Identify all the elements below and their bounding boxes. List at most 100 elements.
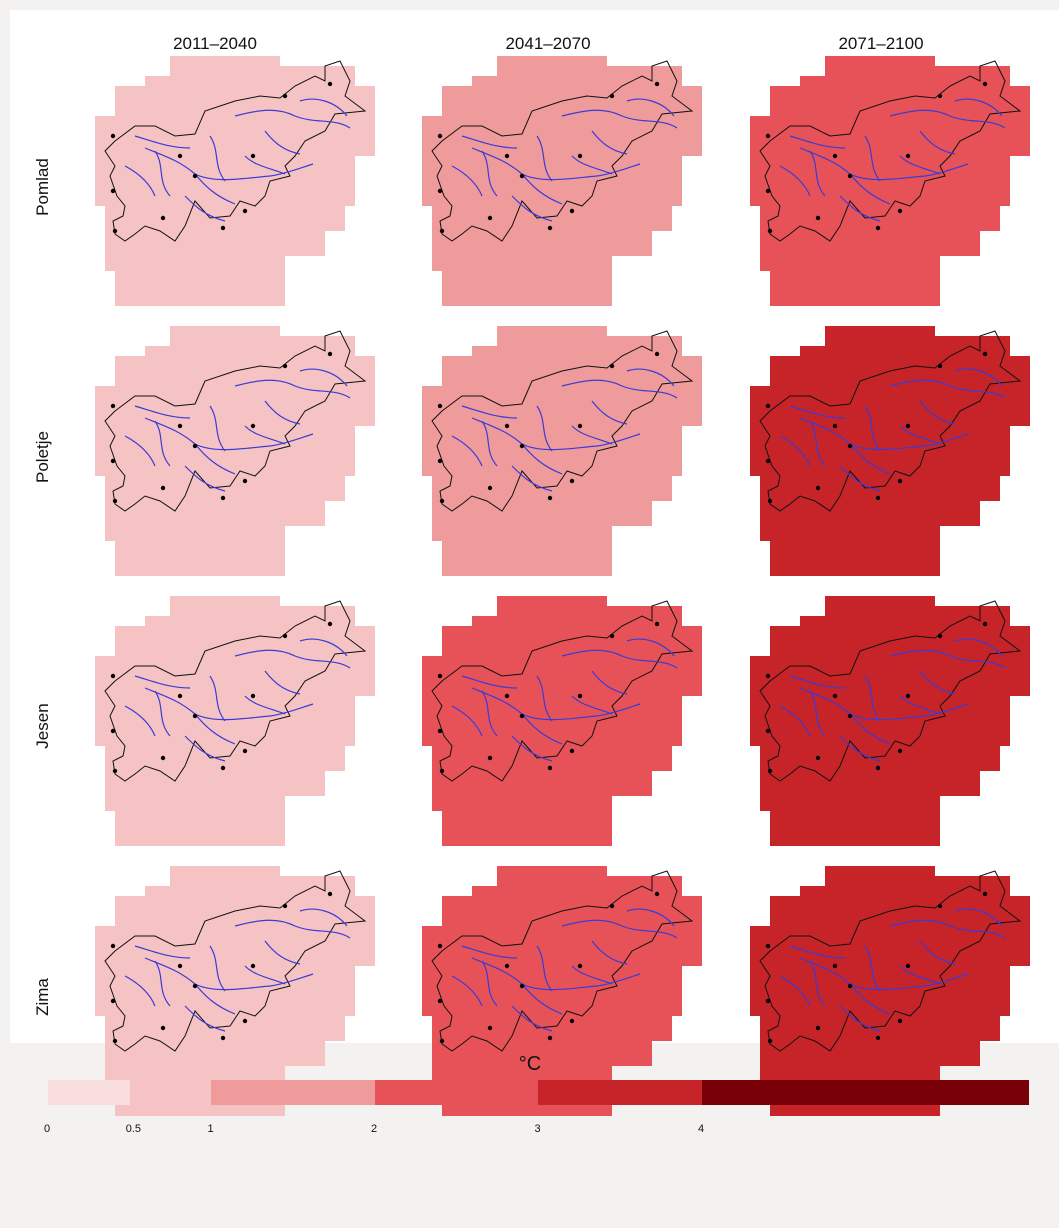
river	[789, 945, 846, 959]
station-dot	[250, 423, 256, 429]
row-label-poletje: Poletje	[33, 431, 52, 483]
river	[626, 98, 675, 117]
river	[461, 945, 518, 959]
map-pomlad-2	[422, 56, 702, 306]
station-dot	[937, 903, 943, 909]
river	[264, 400, 301, 425]
river	[626, 638, 675, 657]
river	[481, 150, 498, 197]
river	[954, 98, 1003, 117]
station-dot	[327, 351, 333, 357]
station-dot	[609, 903, 615, 909]
station-dot	[437, 458, 443, 464]
station-dot	[110, 673, 116, 679]
legend-tick-label: 3	[534, 1123, 541, 1135]
temperature-change-grid	[750, 866, 1030, 1116]
map-poletje-2	[422, 326, 702, 576]
river	[889, 649, 1006, 669]
station-dot	[160, 755, 166, 761]
river	[194, 443, 236, 475]
river	[134, 135, 191, 149]
station-dot	[815, 1025, 821, 1031]
river	[789, 405, 846, 419]
station-dot	[765, 728, 771, 734]
river	[234, 649, 351, 669]
legend-tick-label: 0.5	[125, 1123, 142, 1135]
river	[809, 420, 826, 467]
river	[536, 405, 553, 452]
river	[471, 417, 641, 451]
river	[839, 1005, 881, 1032]
temperature-change-grid	[95, 326, 375, 576]
temperature-change-grid	[422, 596, 702, 846]
river	[561, 919, 678, 939]
station-dot	[654, 621, 660, 627]
river	[954, 368, 1003, 387]
river	[511, 465, 553, 492]
river	[626, 908, 675, 927]
river	[511, 735, 553, 762]
station-dot	[282, 363, 288, 369]
row-label-pomlad: Pomlad	[33, 158, 52, 216]
river	[184, 735, 226, 762]
legend-bin	[129, 1080, 212, 1105]
station-dot	[504, 153, 510, 159]
row-label-jesen: Jesen	[33, 703, 52, 749]
station-dot	[765, 188, 771, 194]
river	[626, 368, 675, 387]
station-dot	[487, 1025, 493, 1031]
river	[809, 690, 826, 737]
river	[134, 675, 191, 689]
station-dot	[982, 351, 988, 357]
river	[234, 919, 351, 939]
river	[511, 1005, 553, 1032]
river	[809, 150, 826, 197]
row-label-zima: Zima	[33, 978, 52, 1016]
station-dot	[110, 188, 116, 194]
river	[536, 135, 553, 182]
column-title-2011-2040: 2011–2040	[173, 34, 257, 53]
river	[244, 425, 286, 445]
river	[591, 670, 628, 695]
country-border	[759, 60, 1022, 242]
station-dot	[937, 93, 943, 99]
river	[299, 98, 348, 117]
river	[209, 405, 226, 452]
station-dot	[192, 983, 198, 989]
map-poletje-1	[95, 326, 375, 576]
station-dot	[547, 765, 553, 771]
river	[789, 675, 846, 689]
temperature-change-grid	[95, 56, 375, 306]
legend-tick-label: 0	[44, 1123, 51, 1135]
map-zima-2	[422, 866, 702, 1116]
station-dot	[487, 755, 493, 761]
river	[144, 417, 314, 451]
river	[839, 195, 881, 222]
river	[561, 649, 678, 669]
station-dot	[897, 478, 903, 484]
river	[779, 435, 811, 467]
station-dot	[832, 693, 838, 699]
station-dot	[765, 673, 771, 679]
station-dot	[847, 443, 853, 449]
station-dot	[437, 943, 443, 949]
legend-tick-label: 2	[371, 1123, 378, 1135]
station-dot	[654, 891, 660, 897]
country-border	[431, 330, 694, 512]
river	[571, 155, 613, 175]
river	[134, 405, 191, 419]
station-dot	[609, 633, 615, 639]
temperature-change-grid	[422, 866, 702, 1116]
column-title-2041-2070: 2041–2070	[505, 34, 591, 53]
river	[799, 687, 969, 721]
river	[461, 675, 518, 689]
station-dot	[160, 1025, 166, 1031]
river	[839, 735, 881, 762]
country-border	[431, 870, 694, 1052]
station-dot	[905, 423, 911, 429]
station-dot	[875, 765, 881, 771]
station-dot	[437, 403, 443, 409]
country-border	[104, 600, 367, 782]
map-jesen-2	[422, 596, 702, 846]
station-dot	[547, 225, 553, 231]
